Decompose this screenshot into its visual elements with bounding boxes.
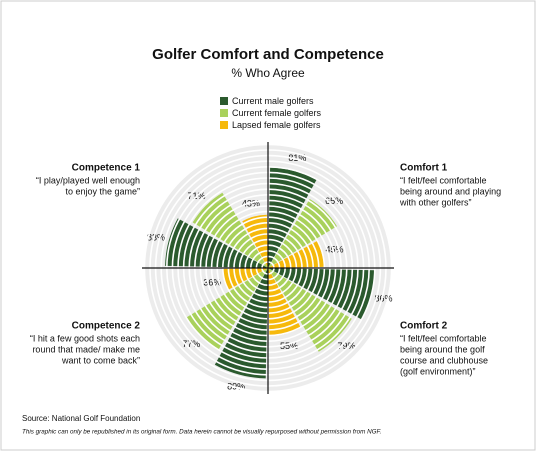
value-label: 43% (242, 198, 260, 208)
category-label: Competence 2 (72, 321, 141, 332)
legend-swatch (220, 121, 228, 129)
note: This graphic can only be republished in … (22, 429, 382, 436)
category-description: “I hit a few good shots each (30, 333, 140, 343)
category-description: “I felt/feel comfortable (400, 175, 487, 185)
category-description: round that made/ make me (32, 344, 140, 354)
chart-title: Golfer Comfort and Competence (152, 46, 384, 63)
chart-subtitle: % Who Agree (231, 66, 305, 80)
bar (242, 214, 268, 268)
value-label: 65% (325, 196, 343, 206)
category-description: (golf environment)” (400, 366, 476, 376)
category-label: Competence 1 (72, 163, 141, 174)
source: Source: National Golf Foundation (22, 414, 140, 423)
legend-label: Current female golfers (232, 108, 322, 118)
bar (192, 192, 268, 268)
value-label: 83% (147, 232, 165, 242)
legend-label: Current male golfers (232, 96, 314, 106)
category-description: to enjoy the game” (65, 186, 140, 196)
category-description: course and clubhouse (400, 355, 488, 365)
value-label: 77% (182, 339, 200, 349)
category-description: “I felt/feel comfortable (400, 333, 487, 343)
category-description: being around and playing (400, 186, 501, 196)
bar (268, 241, 324, 268)
legend-swatch (220, 109, 228, 117)
legend-label: Lapsed female golfers (232, 120, 321, 130)
value-label: 86% (375, 293, 393, 303)
category-description: want to come back” (61, 355, 140, 365)
category-description: “I play/played well enough (36, 175, 140, 185)
category-description: with other golfers” (399, 197, 472, 207)
value-label: 81% (288, 153, 306, 163)
value-label: 55% (280, 341, 298, 351)
category-label: Comfort 2 (400, 321, 448, 332)
bar (268, 268, 352, 352)
bar (268, 268, 375, 320)
value-label: 45% (325, 245, 343, 255)
value-label: 79% (337, 341, 355, 351)
value-label: 89% (227, 382, 245, 392)
category-label: Comfort 1 (400, 163, 448, 174)
legend-swatch (220, 97, 228, 105)
value-label: 36% (203, 277, 221, 287)
category-description: being around the golf (400, 344, 485, 354)
